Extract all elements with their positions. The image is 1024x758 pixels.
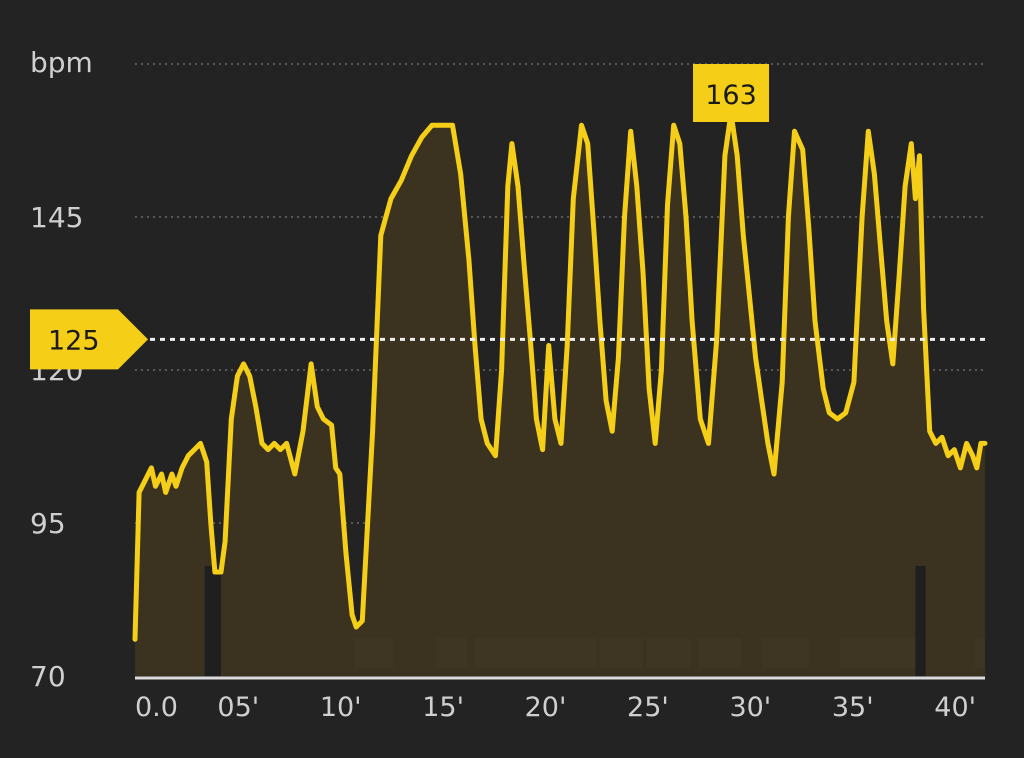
max-badge: 163: [693, 64, 770, 122]
heart-rate-line: [132, 110, 988, 642]
x-tick-label: 10': [320, 692, 362, 723]
x-tick-label: 40': [934, 692, 976, 723]
x-tick-label: 25': [627, 692, 669, 723]
gap-bar: [204, 565, 222, 676]
gap-bar: [915, 565, 926, 676]
x-tick-label: 20': [525, 692, 567, 723]
x-tick-label: 0.0: [135, 692, 178, 723]
gap-bars: [204, 565, 926, 676]
reference-badge-label: 125: [48, 325, 100, 356]
x-tick-label: 15': [422, 692, 464, 723]
x-axis-labels: 0.0 05' 10' 15' 20' 25' 30' 35' 40': [135, 692, 976, 723]
x-tick-label: 30': [729, 692, 771, 723]
y-axis-unit-label: bpm: [30, 46, 93, 79]
max-badge-label: 163: [705, 80, 757, 111]
reference-badge: 125: [30, 309, 148, 370]
heart-rate-area: [135, 113, 985, 676]
y-tick-label: 95: [30, 507, 66, 540]
x-tick-label: 35': [832, 692, 874, 723]
y-tick-label: 70: [30, 660, 66, 693]
y-tick-label: 145: [30, 201, 83, 234]
reference-badge-shape: [30, 309, 148, 370]
max-badge-shape: [693, 64, 770, 122]
x-tick-label: 05': [217, 692, 259, 723]
